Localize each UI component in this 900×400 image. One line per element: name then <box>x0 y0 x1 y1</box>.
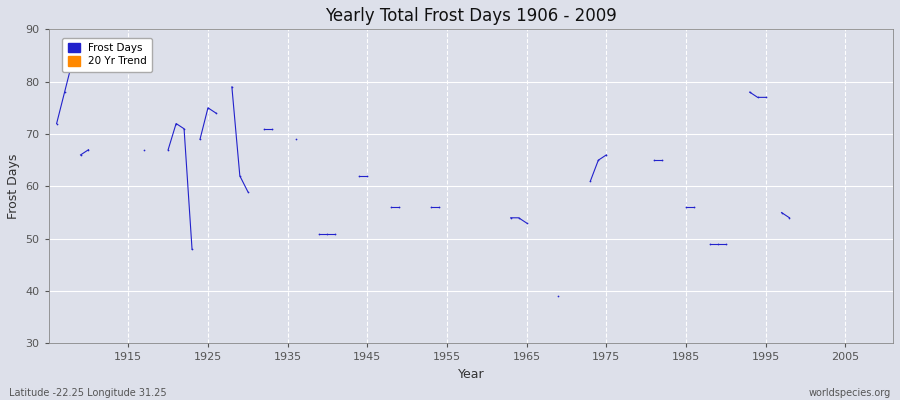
Text: worldspecies.org: worldspecies.org <box>809 388 891 398</box>
Text: Latitude -22.25 Longitude 31.25: Latitude -22.25 Longitude 31.25 <box>9 388 166 398</box>
Legend: Frost Days, 20 Yr Trend: Frost Days, 20 Yr Trend <box>62 38 152 72</box>
Title: Yearly Total Frost Days 1906 - 2009: Yearly Total Frost Days 1906 - 2009 <box>325 7 616 25</box>
X-axis label: Year: Year <box>457 368 484 381</box>
Y-axis label: Frost Days: Frost Days <box>7 154 20 219</box>
